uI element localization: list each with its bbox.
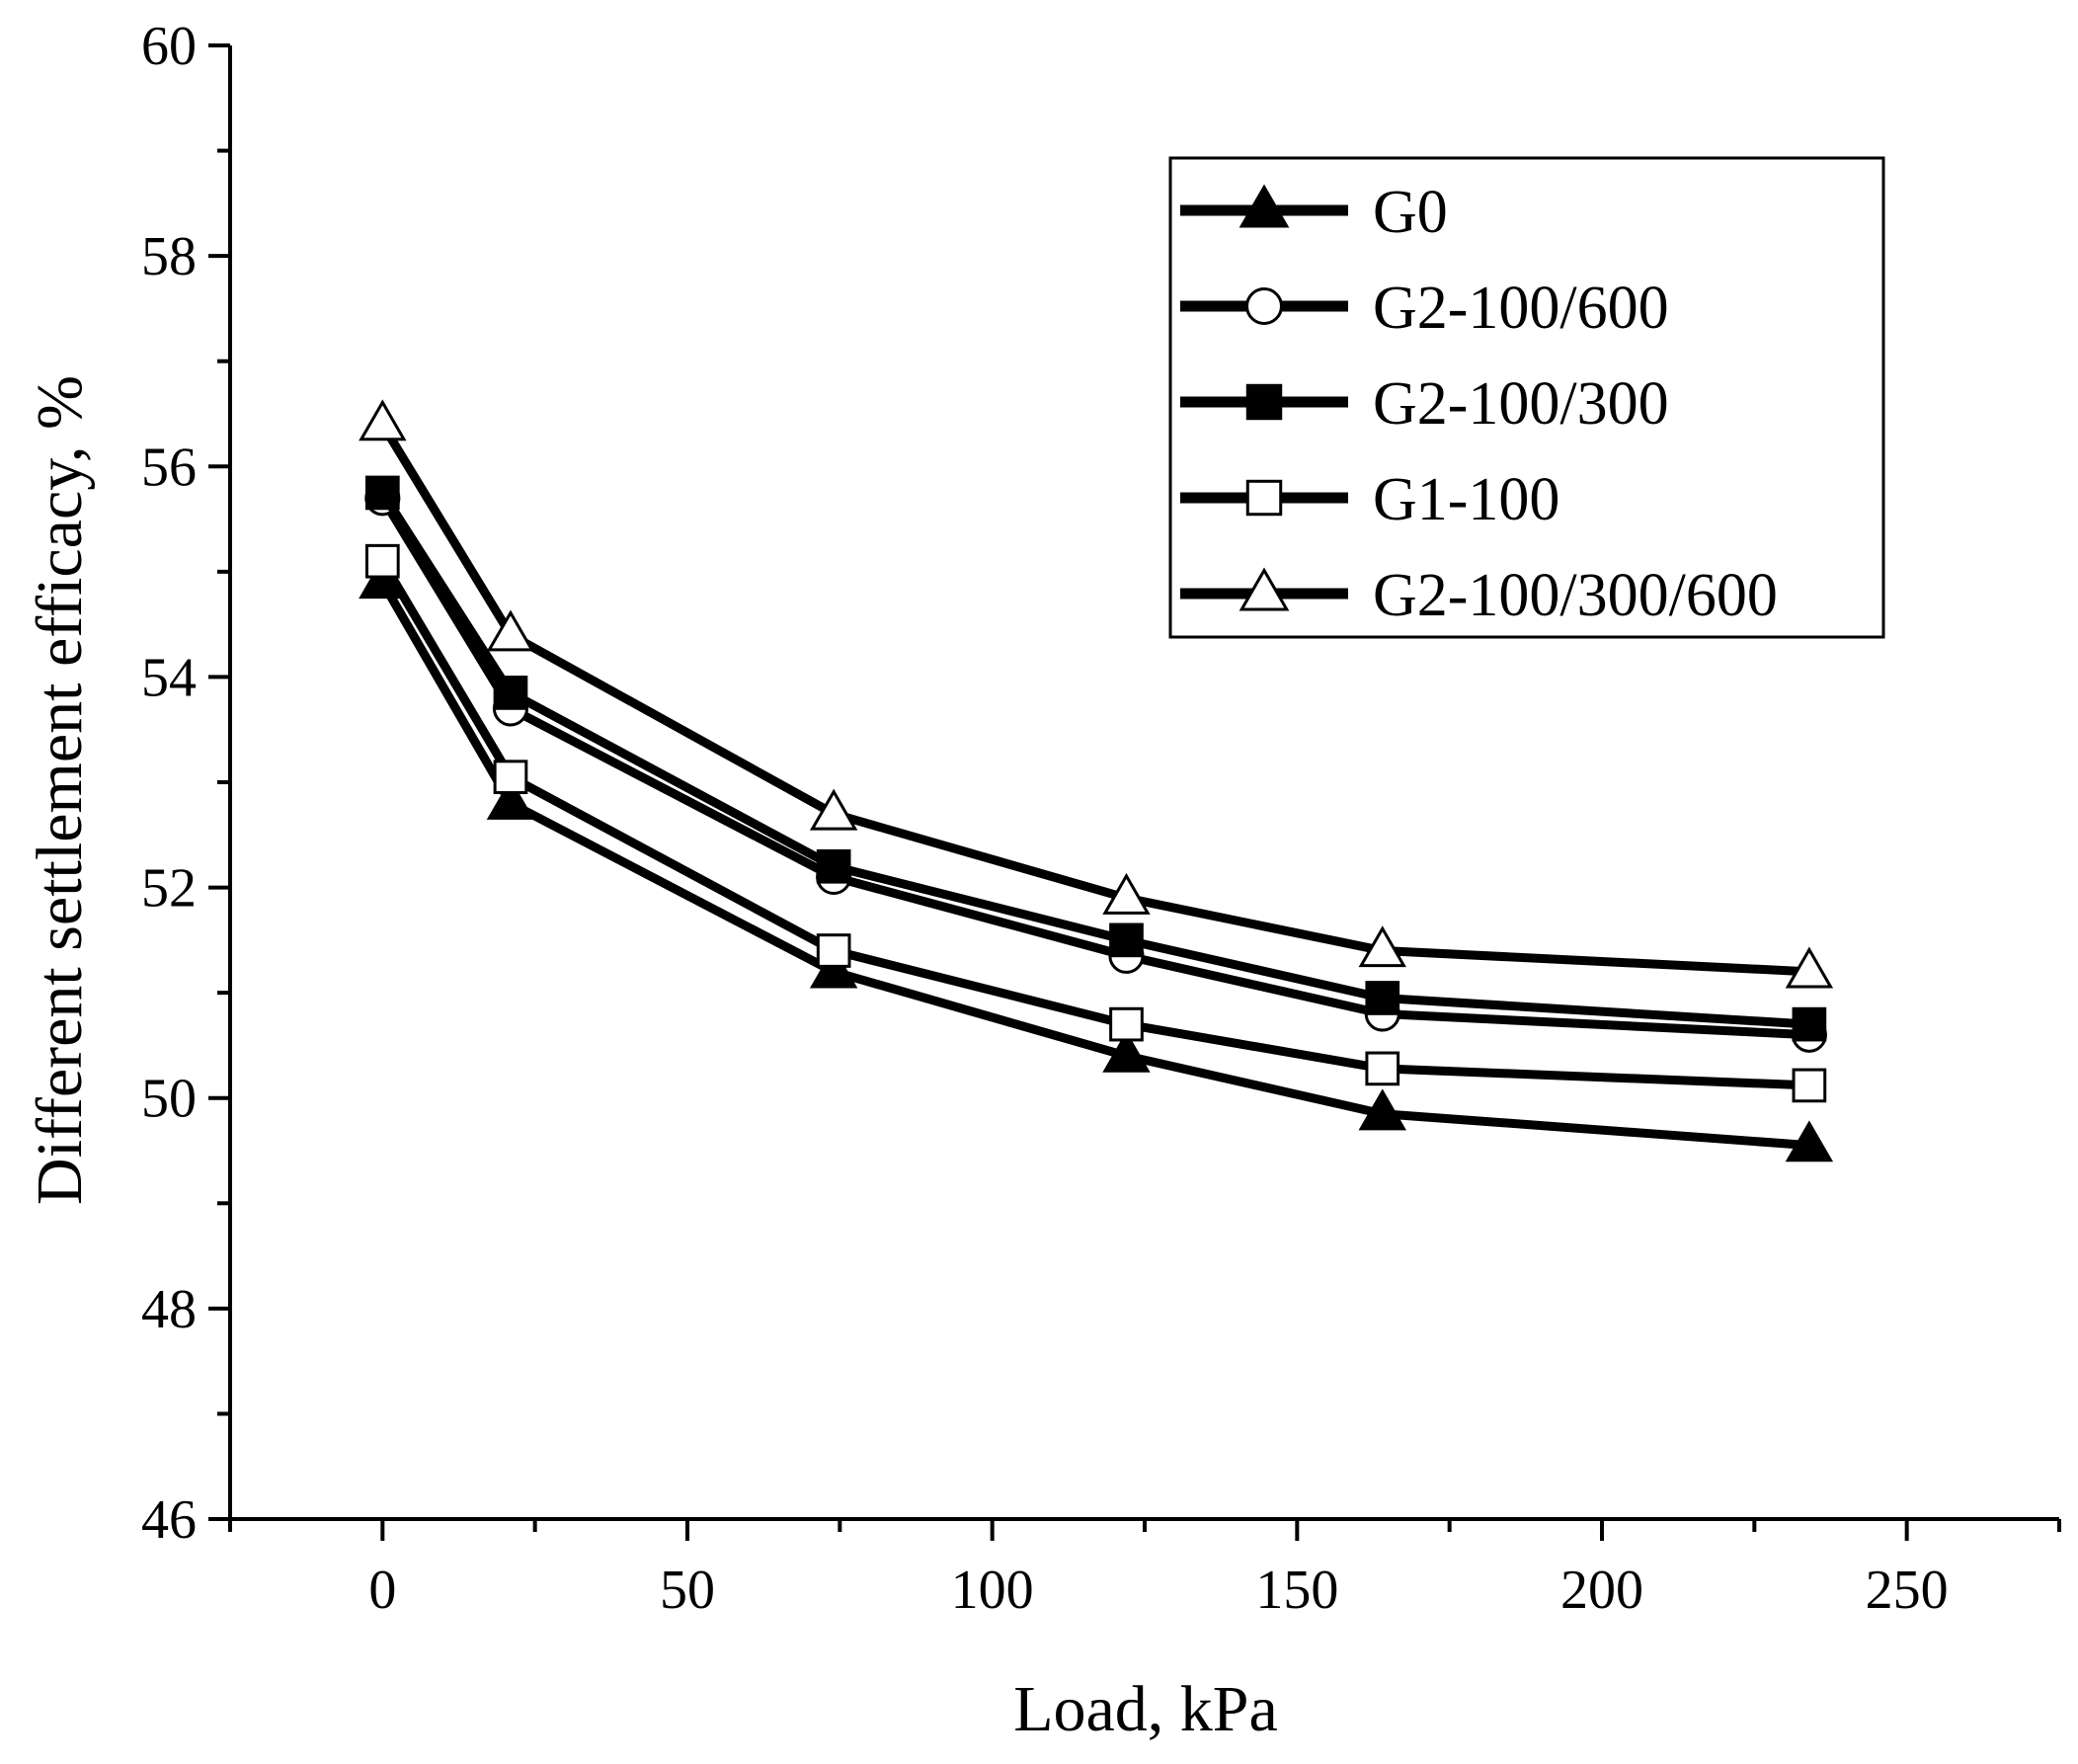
- data-point: [493, 676, 528, 710]
- series-layer: [359, 399, 1834, 1163]
- data-point: [359, 399, 407, 441]
- data-point: [1358, 1088, 1406, 1131]
- data-point: [364, 543, 400, 579]
- x-tick-label: 150: [1255, 1560, 1338, 1621]
- x-tick-label: 50: [660, 1560, 715, 1621]
- data-point: [364, 475, 400, 511]
- legend-marker: [1239, 184, 1290, 228]
- legend-item: G2-100/600: [1180, 275, 1669, 342]
- series-G2-100/300/600: [359, 399, 1834, 989]
- axes: 46 48 50 52 54 56 58 60 0 50 100 150 200 250: [141, 16, 2061, 1621]
- y-tick-label: 48: [141, 1279, 197, 1340]
- data-point: [1792, 1006, 1827, 1042]
- legend-items: G0 G2-100/600 G2-100/300 G1-100 G2-100/300/6…: [1180, 179, 1778, 629]
- data-point: [486, 777, 535, 820]
- data-point: [816, 933, 851, 968]
- data-point: [1102, 1030, 1151, 1073]
- legend-item: G1-100: [1180, 466, 1559, 533]
- data-point: [1358, 925, 1406, 968]
- series-G2-100/300: [364, 475, 1827, 1042]
- y-axis-title: Different settlement efficacy, %: [24, 375, 96, 1205]
- y-tick-label: 46: [141, 1489, 197, 1551]
- series-G1-100: [364, 543, 1827, 1103]
- series-line: [378, 422, 1810, 977]
- series-line: [378, 495, 1810, 1040]
- series-line: [378, 558, 1810, 1090]
- data-point: [809, 788, 858, 831]
- data-point: [1365, 1051, 1400, 1086]
- x-axis-title: Load, kPa: [1013, 1673, 1278, 1745]
- data-point: [486, 609, 535, 652]
- data-point: [816, 848, 851, 884]
- y-tick-label: 56: [141, 437, 197, 498]
- legend: G0 G2-100/600 G2-100/300 G1-100 G2-100/300/6…: [1168, 156, 1885, 639]
- y-tick-label: 54: [141, 647, 197, 708]
- series-G0: [359, 557, 1834, 1163]
- data-point: [1785, 946, 1834, 989]
- legend-label: G2-100/300/600: [1373, 562, 1778, 629]
- y-tick-label: 50: [141, 1069, 197, 1130]
- y-ticks: 46 48 50 52 54 56 58 60: [141, 16, 230, 1551]
- y-tick-label: 60: [141, 16, 197, 77]
- x-tick-label: 200: [1560, 1560, 1643, 1621]
- legend-item: G2-100/300/600: [1180, 562, 1778, 629]
- x-tick-label: 0: [368, 1560, 396, 1621]
- x-ticks: 0 50 100 150 200 250: [228, 1519, 2061, 1621]
- legend-label: G0: [1373, 179, 1448, 246]
- legend-item: G2-100/300: [1180, 370, 1669, 438]
- legend-item: G0: [1180, 179, 1448, 246]
- legend-label: G2-100/600: [1373, 275, 1669, 342]
- data-point: [1109, 1006, 1144, 1042]
- legend-marker: [1245, 287, 1283, 325]
- legend-label: G2-100/300: [1373, 370, 1669, 438]
- legend-marker: [1245, 479, 1283, 517]
- data-point: [809, 946, 858, 989]
- x-tick-label: 100: [951, 1560, 1034, 1621]
- data-point: [1365, 981, 1400, 1015]
- series-line: [378, 580, 1810, 1151]
- legend-marker: [1239, 567, 1290, 611]
- data-point: [1109, 922, 1144, 958]
- legend-label: G1-100: [1373, 466, 1559, 533]
- y-tick-label: 52: [141, 858, 197, 920]
- data-point: [1102, 872, 1151, 915]
- y-tick-label: 58: [141, 226, 197, 287]
- series-line: [378, 490, 1810, 1029]
- data-point: [493, 760, 528, 795]
- data-point: [1792, 1068, 1827, 1103]
- data-point: [1785, 1120, 1834, 1163]
- x-tick-label: 250: [1866, 1560, 1949, 1621]
- legend-marker: [1245, 383, 1283, 421]
